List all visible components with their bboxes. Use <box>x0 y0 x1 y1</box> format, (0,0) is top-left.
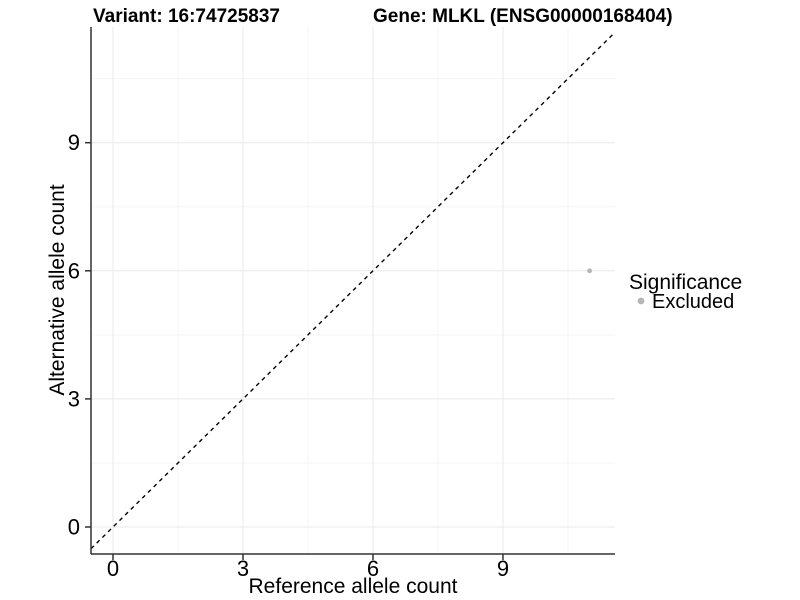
legend-key-dot-icon <box>637 297 645 305</box>
x-axis-title: Reference allele count <box>249 575 458 598</box>
data-points-layer <box>587 268 593 274</box>
y-tick-label: 0 <box>68 515 80 540</box>
legend: Significance Excluded <box>629 271 742 313</box>
data-point <box>587 268 593 274</box>
legend-item-label: Excluded <box>652 291 734 313</box>
legend-title: Significance <box>629 271 742 294</box>
identity-line <box>90 31 616 550</box>
x-tick-label: 0 <box>107 556 119 581</box>
ticks-layer <box>85 141 504 560</box>
tick-labels-layer: 0 3 6 9 0 3 6 9 <box>68 130 509 581</box>
y-tick-label: 6 <box>68 258 80 283</box>
y-tick-label: 9 <box>68 130 80 155</box>
plot-title-variant: Variant: 16:74725837 <box>93 6 280 27</box>
x-tick-label: 3 <box>237 556 249 581</box>
plot-panel <box>91 27 615 554</box>
plot-title-gene: Gene: MLKL (ENSG00000168404) <box>373 6 673 27</box>
gridlines-layer <box>91 27 615 554</box>
x-tick-label: 6 <box>367 556 379 581</box>
y-tick-label: 3 <box>68 386 80 411</box>
y-axis-title: Alternative allele count <box>46 184 69 395</box>
x-tick-label: 9 <box>497 556 509 581</box>
